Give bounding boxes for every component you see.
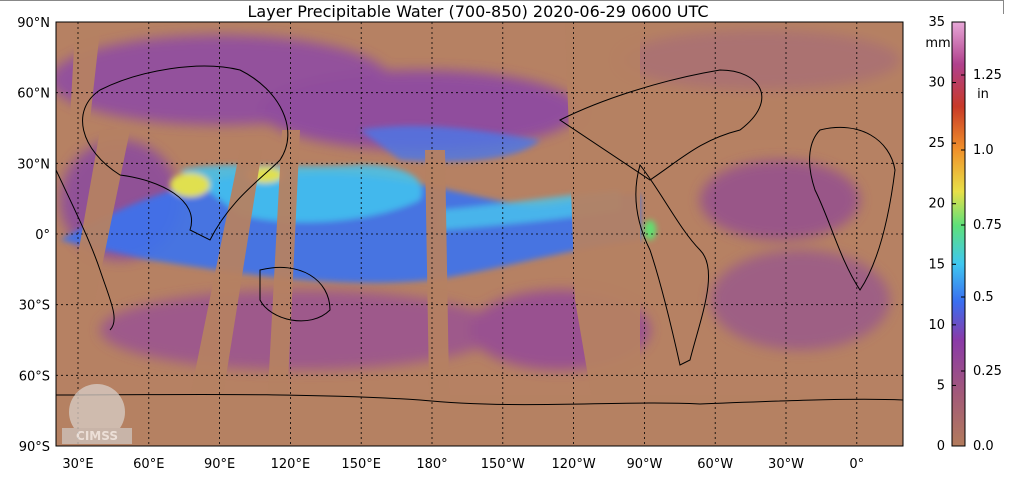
longitude-label: 60°W [697, 457, 733, 472]
colorbar-mm-label: 30 [928, 76, 945, 91]
colorbar-in-label: 1.25 [973, 68, 1002, 83]
longitude-label: 120°E [271, 457, 311, 472]
colorbar [951, 21, 966, 447]
map-title: Layer Precipitable Water (700-850) 2020-… [248, 2, 709, 21]
longitude-label: 180° [416, 457, 447, 472]
colorbar-mm-label: 5 [937, 378, 945, 393]
colorbar-in-label: 0.5 [973, 290, 994, 305]
latitude-label: 60°S [19, 369, 50, 384]
longitude-label: 150°W [481, 457, 525, 472]
latitude-label: 30°S [19, 299, 50, 314]
longitude-label: 120°W [552, 457, 596, 472]
logo-text: CIMSS [76, 429, 118, 443]
longitude-label: 0° [849, 457, 864, 472]
longitude-label: 30°W [768, 457, 804, 472]
colorbar-in-label: 0.75 [973, 218, 1002, 233]
longitude-label: 30°E [62, 457, 93, 472]
colorbar-mm-label: 25 [928, 136, 945, 151]
colorbar-mm-label: 10 [928, 318, 945, 333]
map-frame [55, 21, 904, 447]
colorbar-in-label: 1.0 [973, 143, 994, 158]
logo: CIMSS [62, 384, 132, 444]
latitude-label: 90°S [19, 440, 50, 455]
longitude-label: 90°W [626, 457, 662, 472]
longitude-label: 60°E [133, 457, 164, 472]
longitude-label: 150°E [341, 457, 381, 472]
colorbar-mm-label: 15 [928, 257, 945, 272]
colorbar-unit-mm: mm [925, 36, 950, 51]
latitude-label: 90°N [17, 16, 50, 31]
colorbar-unit-in: in [977, 87, 989, 102]
colorbar-in-label: 0.25 [973, 364, 1002, 379]
colorbar-in-label: 0.0 [973, 439, 994, 454]
longitude-label: 90°E [204, 457, 235, 472]
colorbar-mm-label: 35 [928, 15, 945, 30]
latitude-label: 60°N [17, 87, 50, 102]
latitude-label: 0° [35, 228, 50, 243]
latitude-label: 30°N [17, 157, 50, 172]
colorbar-mm-label: 0 [937, 439, 945, 454]
colorbar-mm-label: 20 [928, 197, 945, 212]
graticule [56, 22, 903, 446]
